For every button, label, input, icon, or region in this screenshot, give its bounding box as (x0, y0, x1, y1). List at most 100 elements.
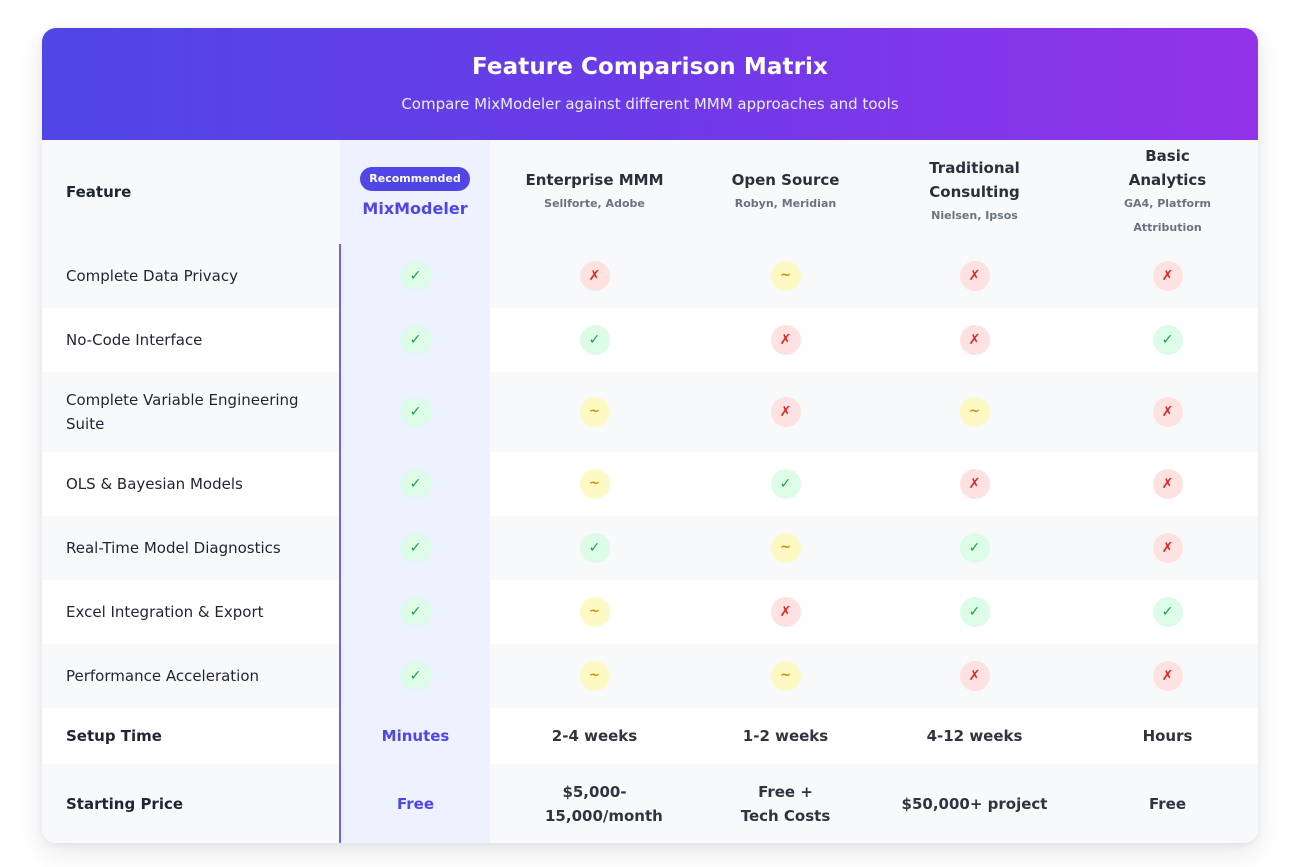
column-sub-enterprise: Sellforte, Adobe (544, 197, 645, 210)
cross-icon: ✗ (959, 261, 990, 291)
check-icon: ✓ (400, 533, 431, 563)
cell-open-source: ~ (699, 644, 872, 708)
cell-enterprise: ✗ (490, 244, 699, 308)
cross-icon: ✗ (1152, 397, 1183, 427)
cell-basic: ✗ (1077, 644, 1258, 708)
setup-time-traditional: 4-12 weeks (926, 727, 1023, 745)
cell-open-source: ~ (699, 244, 872, 308)
comparison-table: Feature Recommended MixModeler Enterpris… (42, 140, 1258, 843)
starting-price-enterprise: $5,000-15,000/month (545, 783, 663, 825)
partial-icon: ~ (770, 661, 801, 691)
cross-icon: ✗ (579, 261, 610, 291)
cell-traditional: ✗ (872, 244, 1077, 308)
table-row: Complete Variable Engineering Suite ✓ ~ ✗ ~ ✗ (42, 372, 1258, 452)
column-sub-basic: GA4, Platform Attribution (1124, 197, 1211, 234)
cell-mixmodeler: ✓ (339, 372, 490, 452)
column-header-enterprise: Enterprise MMM Sellforte, Adobe (490, 140, 699, 244)
partial-icon: ~ (770, 533, 801, 563)
check-icon: ✓ (770, 469, 801, 499)
partial-icon: ~ (579, 661, 610, 691)
cell-open-source: ✗ (699, 580, 872, 644)
cross-icon: ✗ (770, 397, 801, 427)
cell-open-source: ✗ (699, 308, 872, 372)
cross-icon: ✗ (1152, 533, 1183, 563)
column-name-open-source: Open Source (731, 171, 840, 189)
cross-icon: ✗ (959, 325, 990, 355)
table-row: Complete Data Privacy ✓ ✗ ~ ✗ ✗ (42, 244, 1258, 308)
cell-basic: ✗ (1077, 244, 1258, 308)
cell-mixmodeler: ✓ (339, 308, 490, 372)
setup-time-label: Setup Time (66, 727, 162, 745)
column-header-basic: Basic Analytics GA4, Platform Attributio… (1077, 140, 1258, 244)
check-icon: ✓ (959, 597, 990, 627)
feature-column-header: Feature (66, 183, 132, 201)
partial-icon: ~ (959, 397, 990, 427)
cross-icon: ✗ (1152, 261, 1183, 291)
check-icon: ✓ (400, 597, 431, 627)
check-icon: ✓ (400, 261, 431, 291)
recommended-badge: Recommended (360, 167, 470, 191)
cross-icon: ✗ (770, 325, 801, 355)
cell-traditional: ✗ (872, 308, 1077, 372)
partial-icon: ~ (579, 597, 610, 627)
setup-time-basic: Hours (1142, 727, 1193, 745)
cell-mixmodeler: ✓ (339, 644, 490, 708)
cell-open-source: ✓ (699, 452, 872, 516)
cell-basic: ✗ (1077, 516, 1258, 580)
column-sub-open-source: Robyn, Meridian (734, 197, 837, 210)
feature-label: No-Code Interface (66, 331, 203, 349)
column-sub-traditional: Nielsen, Ipsos (931, 209, 1018, 222)
setup-time-open-source: 1-2 weeks (742, 727, 829, 745)
cell-basic: ✗ (1077, 452, 1258, 516)
check-icon: ✓ (579, 533, 610, 563)
column-header-traditional: Traditional Consulting Nielsen, Ipsos (872, 140, 1077, 244)
column-header-open-source: Open Source Robyn, Meridian (699, 140, 872, 244)
starting-price-open-source: Free + Tech Costs (740, 783, 831, 825)
cell-basic: ✓ (1077, 308, 1258, 372)
cell-open-source: ~ (699, 516, 872, 580)
table-row: Real-Time Model Diagnostics ✓ ✓ ~ ✓ ✗ (42, 516, 1258, 580)
cell-basic: ✗ (1077, 372, 1258, 452)
cell-mixmodeler: ✓ (339, 244, 490, 308)
check-icon: ✓ (959, 533, 990, 563)
page-title: Feature Comparison Matrix (472, 54, 828, 80)
feature-label: Complete Data Privacy (66, 267, 238, 285)
cell-traditional: ✓ (872, 580, 1077, 644)
check-icon: ✓ (579, 325, 610, 355)
check-icon: ✓ (400, 325, 431, 355)
table-body: Complete Data Privacy ✓ ✗ ~ ✗ ✗ No-Code Interf… (42, 244, 1258, 843)
cross-icon: ✗ (1152, 469, 1183, 499)
feature-label: Real-Time Model Diagnostics (66, 539, 281, 557)
column-name-enterprise: Enterprise MMM (525, 171, 664, 189)
header-banner: Feature Comparison Matrix Compare MixMod… (42, 28, 1258, 140)
check-icon: ✓ (400, 469, 431, 499)
check-icon: ✓ (400, 661, 431, 691)
partial-icon: ~ (579, 397, 610, 427)
cell-enterprise: ~ (490, 372, 699, 452)
cell-traditional: ~ (872, 372, 1077, 452)
cell-traditional: ✓ (872, 516, 1077, 580)
starting-price-label: Starting Price (66, 795, 184, 813)
setup-time-enterprise: 2-4 weeks (551, 727, 638, 745)
cross-icon: ✗ (1152, 661, 1183, 691)
table-row: Excel Integration & Export ✓ ~ ✗ ✓ ✓ (42, 580, 1258, 644)
starting-price-basic: Free (1148, 795, 1187, 813)
cell-enterprise: ~ (490, 580, 699, 644)
setup-time-mixmodeler: Minutes (339, 708, 490, 764)
check-icon: ✓ (400, 397, 431, 427)
cell-enterprise: ~ (490, 452, 699, 516)
feature-label: Performance Acceleration (66, 667, 260, 685)
starting-price-traditional: $50,000+ project (901, 795, 1048, 813)
starting-price-row: Starting Price Free $5,000-15,000/month … (42, 764, 1258, 843)
table-row: No-Code Interface ✓ ✓ ✗ ✗ ✓ (42, 308, 1258, 372)
partial-icon: ~ (770, 261, 801, 291)
cross-icon: ✗ (959, 469, 990, 499)
setup-time-row: Setup Time Minutes 2-4 weeks 1-2 weeks 4… (42, 708, 1258, 764)
comparison-card: Feature Comparison Matrix Compare MixMod… (42, 28, 1258, 843)
cell-basic: ✓ (1077, 580, 1258, 644)
cell-enterprise: ~ (490, 644, 699, 708)
cell-traditional: ✗ (872, 644, 1077, 708)
partial-icon: ~ (579, 469, 610, 499)
feature-label: Complete Variable Engineering Suite (66, 391, 299, 433)
column-name-basic: Basic Analytics (1128, 147, 1207, 189)
